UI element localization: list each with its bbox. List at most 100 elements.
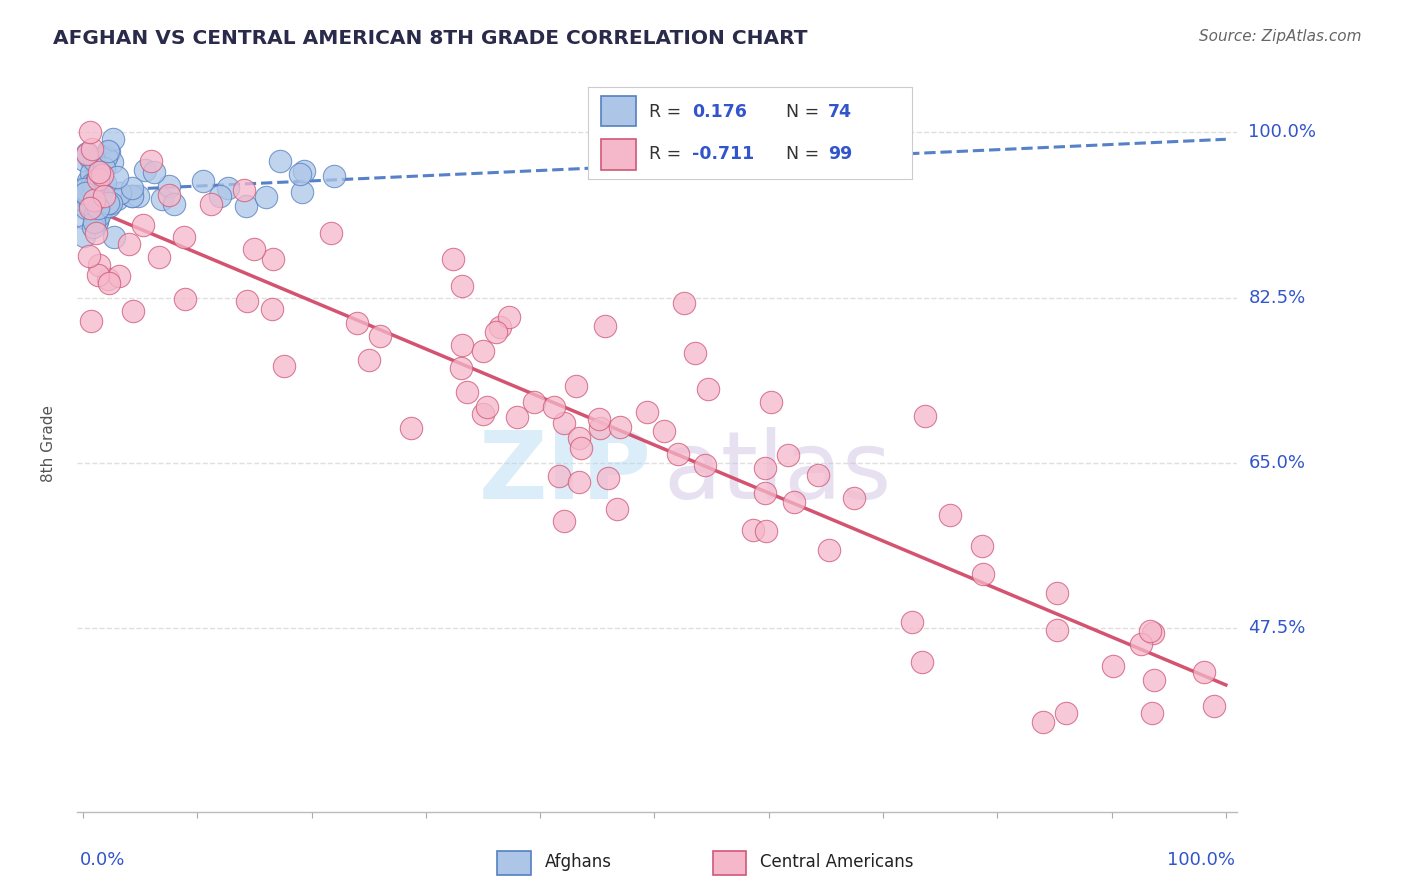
FancyBboxPatch shape	[498, 851, 531, 875]
Point	[807, 467, 830, 482]
Point	[79, 125, 101, 139]
Point	[683, 346, 706, 360]
Text: 65.0%: 65.0%	[1249, 454, 1305, 472]
Point	[357, 352, 380, 367]
Point	[80, 178, 103, 192]
Point	[1102, 658, 1125, 673]
Point	[254, 190, 277, 204]
Point	[93, 188, 115, 202]
Point	[141, 153, 163, 168]
Text: Afghans: Afghans	[546, 853, 612, 871]
Text: 82.5%: 82.5%	[1249, 288, 1306, 307]
Point	[399, 421, 422, 435]
Text: ZIP: ZIP	[478, 427, 651, 519]
Point	[1046, 624, 1069, 638]
Point	[488, 320, 510, 334]
Point	[842, 491, 865, 505]
Point	[82, 202, 104, 217]
Point	[754, 461, 776, 475]
Point	[477, 400, 499, 414]
Point	[82, 184, 104, 198]
Point	[755, 524, 778, 538]
Point	[609, 420, 631, 434]
Point	[73, 153, 96, 167]
Point	[134, 162, 156, 177]
Point	[1142, 626, 1164, 640]
Point	[97, 271, 120, 285]
Point	[75, 201, 97, 215]
Point	[79, 202, 101, 216]
Point	[83, 193, 105, 207]
Point	[235, 199, 257, 213]
Point	[100, 196, 122, 211]
Point	[105, 169, 128, 184]
Point	[77, 178, 100, 193]
Point	[80, 166, 103, 180]
Point	[693, 458, 716, 473]
Point	[588, 412, 610, 426]
Point	[291, 185, 314, 199]
Point	[939, 508, 962, 522]
Point	[83, 179, 105, 194]
Point	[73, 211, 96, 226]
Point	[94, 177, 117, 191]
Point	[754, 486, 776, 500]
Point	[121, 189, 143, 203]
Point	[79, 151, 101, 165]
Y-axis label: 8th Grade: 8th Grade	[42, 405, 56, 483]
Point	[911, 655, 934, 669]
Point	[269, 154, 291, 169]
Point	[456, 384, 478, 399]
Point	[73, 182, 96, 196]
Point	[485, 325, 508, 339]
Point	[77, 177, 100, 191]
Point	[93, 161, 115, 175]
Point	[243, 242, 266, 256]
Point	[273, 359, 295, 373]
Text: Source: ZipAtlas.com: Source: ZipAtlas.com	[1198, 29, 1361, 44]
Point	[200, 196, 222, 211]
Text: 0.0%: 0.0%	[80, 851, 125, 869]
Point	[82, 220, 104, 235]
Point	[260, 302, 283, 317]
Text: 100.0%: 100.0%	[1249, 123, 1316, 142]
Point	[87, 193, 110, 207]
Point	[742, 523, 765, 537]
Point	[589, 420, 612, 434]
Point	[191, 174, 214, 188]
Point	[451, 278, 474, 293]
Point	[83, 215, 105, 229]
Point	[86, 214, 108, 228]
Point	[506, 409, 529, 424]
Point	[127, 188, 149, 202]
Point	[89, 165, 111, 179]
Point	[87, 207, 110, 221]
Point	[761, 395, 783, 409]
Point	[209, 188, 232, 202]
Point	[105, 192, 128, 206]
Point	[1031, 714, 1053, 729]
Point	[150, 192, 173, 206]
Point	[143, 165, 166, 179]
Point	[96, 150, 118, 164]
Point	[98, 199, 121, 213]
Point	[901, 615, 924, 630]
Point	[368, 329, 391, 343]
Point	[235, 294, 257, 309]
Point	[84, 206, 107, 220]
Point	[96, 145, 118, 159]
Point	[569, 441, 592, 455]
Point	[121, 180, 143, 194]
Point	[98, 276, 121, 290]
Point	[84, 227, 107, 241]
Point	[77, 249, 100, 263]
Point	[323, 169, 346, 184]
Point	[783, 495, 806, 509]
Point	[121, 304, 143, 318]
Point	[697, 383, 720, 397]
Point	[450, 360, 472, 375]
Point	[80, 314, 103, 328]
Point	[818, 543, 841, 558]
Point	[84, 188, 107, 202]
Point	[84, 169, 107, 183]
